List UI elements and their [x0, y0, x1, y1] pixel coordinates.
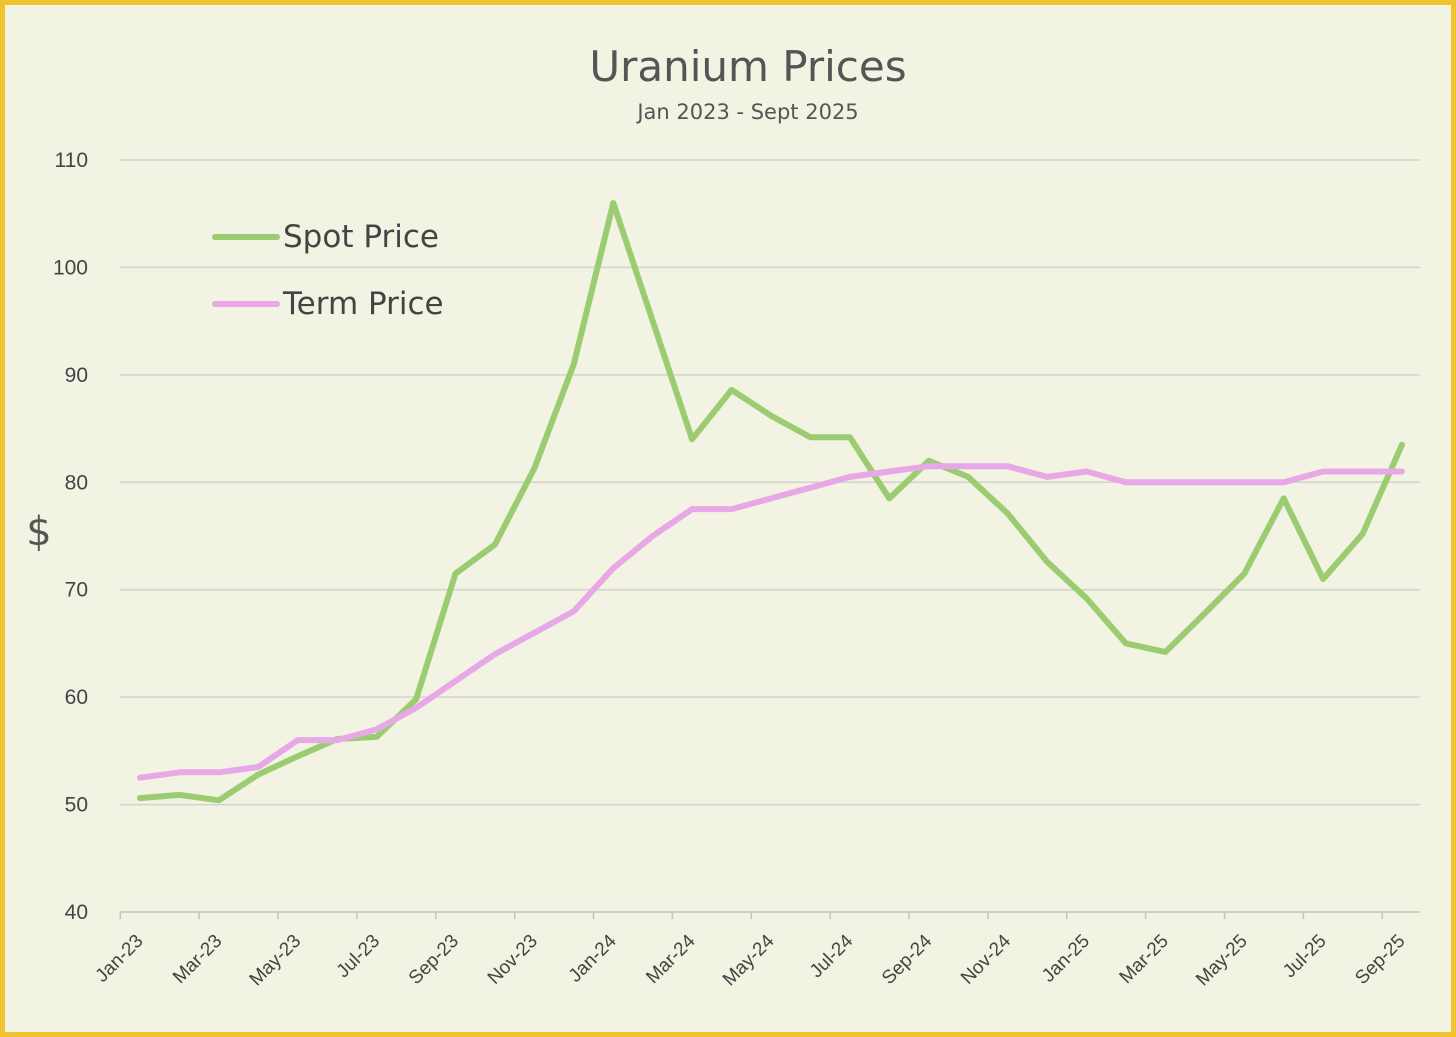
gridlines	[120, 159, 1420, 806]
x-tick-label: Sep-23	[405, 931, 463, 989]
series-lines	[137, 200, 1405, 804]
x-tick-label: Jul-24	[806, 930, 858, 982]
x-tick-label: May-25	[1192, 931, 1252, 991]
chart-subtitle: Jan 2023 - Sept 2025	[635, 100, 858, 124]
x-tick-label: Jul-25	[1279, 931, 1330, 982]
x-tick-label: Mar-23	[169, 931, 226, 988]
y-tick-label: 50	[65, 794, 88, 817]
chart-title: Uranium Prices	[589, 42, 906, 91]
series-line-term-price	[137, 463, 1405, 781]
y-axis-ticks: 40 50 60 70 80 90 100 110	[53, 149, 88, 924]
x-tick-label: Mar-24	[642, 930, 700, 988]
x-tick-label: Jul-23	[333, 931, 384, 982]
x-tick-label: Nov-23	[484, 931, 542, 989]
y-tick-label: 80	[65, 471, 88, 494]
legend-label-spot-price: Spot Price	[283, 219, 439, 255]
x-tick-label: Sep-24	[878, 930, 936, 988]
x-tick-label: May-23	[246, 931, 306, 991]
x-axis: Jan-23 Mar-23 May-23 Jul-23 Sep-23 Nov-23 Jan-…	[92, 911, 1420, 991]
line-chart: Uranium Prices Jan 2023 - Sept 2025 $ 40…	[26, 42, 1420, 991]
x-tick-label: Jan-23	[92, 931, 148, 987]
y-tick-label: 70	[65, 579, 88, 602]
y-tick-label: 90	[65, 364, 88, 387]
legend-label-term-price: Term Price	[282, 286, 444, 322]
x-tick-label: Nov-24	[957, 930, 1015, 988]
x-tick-label: Jan-25	[1038, 931, 1094, 987]
x-tick-label: Mar-25	[1116, 931, 1173, 988]
y-axis-label: $	[26, 509, 51, 555]
y-tick-label: 60	[65, 686, 88, 709]
x-tick-label: Jan-24	[565, 930, 621, 986]
y-tick-label: 40	[65, 901, 88, 924]
x-tick-label: May-24	[719, 930, 779, 990]
y-tick-label: 110	[55, 149, 88, 172]
x-tick-label: Sep-25	[1351, 931, 1409, 989]
legend: Spot Price Term Price	[212, 219, 444, 322]
y-tick-label: 100	[53, 256, 88, 279]
